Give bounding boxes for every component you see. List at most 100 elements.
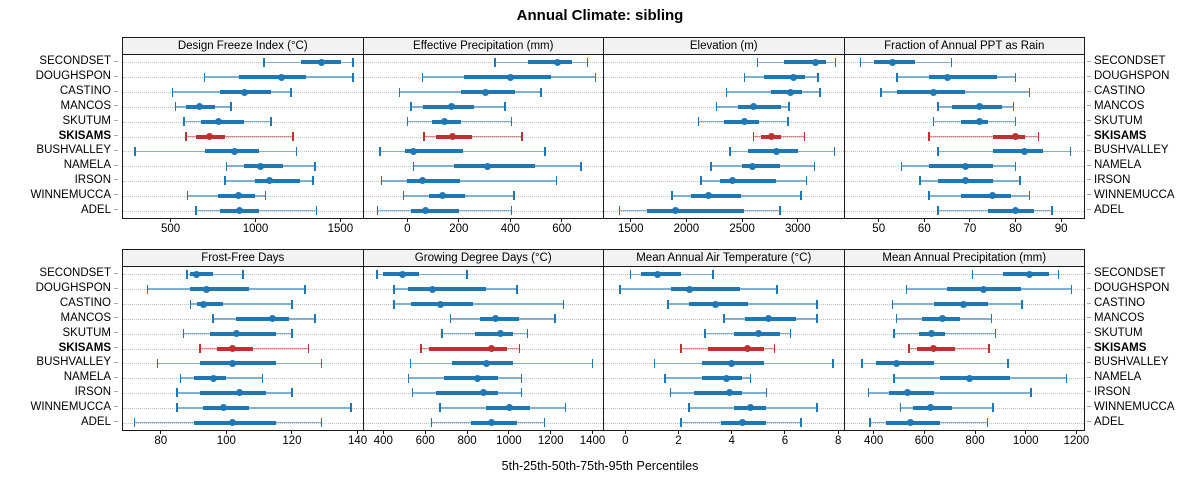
median-dot — [749, 103, 757, 111]
whisker-cap — [669, 388, 672, 398]
median-dot — [206, 133, 214, 140]
row-label-right: SKISAMS — [1094, 129, 1147, 142]
median-dot — [506, 73, 514, 81]
row-label-right: IRSON — [1094, 385, 1131, 398]
panel-design-freeze-index-c: Design Freeze Index (°C) 500 1000 1500 — [122, 37, 364, 235]
whisker-cap — [261, 373, 264, 383]
plot-area — [604, 55, 844, 218]
axis-tick-label: 600 — [914, 435, 934, 447]
row-tick-mark — [1087, 302, 1091, 304]
row-label-right: SKISAMS — [1094, 341, 1147, 354]
row-label-left: ADEL — [80, 415, 111, 428]
whisker-cap — [189, 299, 191, 309]
median-dot — [438, 192, 446, 200]
whisker-cap — [398, 87, 401, 97]
row-label-left: CASTINO — [59, 297, 111, 310]
whisker-cap — [290, 87, 292, 97]
whisker-5-95 — [928, 135, 1039, 138]
row-tick-mark — [1087, 75, 1091, 77]
bar-25-75 — [196, 302, 224, 307]
median-dot — [748, 162, 756, 170]
median-dot — [554, 58, 562, 66]
whisker-cap — [518, 344, 521, 353]
whisker-cap — [423, 132, 425, 141]
whisker-cap — [937, 146, 939, 156]
whisker-cap — [899, 403, 901, 413]
whisker-5-95 — [177, 407, 351, 409]
axis-tick-label: 1000 — [496, 435, 522, 447]
median-dot — [473, 374, 481, 382]
plot-area — [363, 55, 603, 218]
whisker-cap — [895, 314, 898, 324]
bar-25-75 — [528, 60, 573, 65]
row-tick-mark — [1087, 317, 1091, 319]
median-dot — [725, 389, 733, 397]
bar-25-75 — [939, 376, 1011, 381]
row-label-right: SECONDSET — [1094, 267, 1166, 280]
row-label-left: SKUTUM — [62, 326, 111, 339]
median-dot — [975, 103, 983, 111]
median-dot — [487, 419, 495, 427]
panel-band-top: SECONDSET DOUGHSPON CASTINO MANCOS SKUTUM SKI… — [0, 37, 1200, 240]
row-tick-mark — [1087, 164, 1091, 166]
whisker-cap — [540, 87, 542, 97]
grid-line — [363, 274, 603, 276]
whisker-5-95 — [190, 303, 292, 305]
axis-tick-label: 2500 — [729, 223, 755, 235]
median-dot — [482, 88, 490, 96]
whisker-cap — [304, 284, 306, 294]
whisker-cap — [1070, 284, 1073, 294]
median-dot — [754, 330, 762, 338]
median-dot — [229, 419, 237, 427]
whisker-cap — [554, 314, 556, 324]
axis-tick-label: 1000 — [1012, 435, 1039, 447]
median-dot — [483, 359, 491, 367]
panel-title: Mean Annual Precipitation (mm) — [844, 250, 1084, 267]
axis-tick-mark — [923, 218, 925, 222]
whisker-cap — [867, 388, 870, 398]
whisker-cap — [671, 191, 673, 201]
whisker-cap — [352, 57, 354, 67]
whisker-cap — [526, 329, 529, 339]
bar-25-75 — [988, 208, 1034, 213]
bar-25-75 — [719, 178, 776, 183]
median-dot — [257, 162, 265, 170]
whisker-cap — [520, 388, 523, 398]
row-tick-mark — [1087, 120, 1091, 122]
bar-25-75 — [928, 164, 993, 169]
whisker-cap — [994, 329, 997, 339]
grid-line — [604, 77, 844, 79]
row-label-left: SECONDSET — [39, 267, 111, 280]
median-dot — [447, 103, 455, 111]
bar-25-75 — [992, 134, 1025, 139]
whisker-cap — [834, 57, 837, 67]
axis-tick-label: 6 — [781, 435, 789, 447]
whisker-cap — [725, 87, 728, 97]
axis-tick-label: 60 — [917, 223, 931, 235]
whisker-cap — [179, 373, 182, 383]
whisker-cap — [715, 102, 718, 112]
median-dot — [215, 118, 223, 126]
axis-tick-mark — [873, 430, 875, 434]
median-dot — [929, 345, 937, 352]
bar-25-75 — [200, 390, 266, 395]
whisker-cap — [176, 388, 178, 398]
chart-title: Annual Climate: sibling — [516, 7, 684, 24]
axis-tick-label: 70 — [963, 223, 977, 235]
row-label-left: MANCOS — [60, 311, 111, 324]
whisker-cap — [908, 344, 910, 353]
axis-tick-label: 2 — [675, 435, 682, 447]
grid-line — [604, 274, 844, 276]
panel-title: Mean Annual Air Temperature (°C) — [604, 250, 844, 267]
row-label-left: SKUTUM — [62, 114, 111, 127]
median-dot — [960, 300, 968, 308]
grid-line — [604, 136, 844, 138]
bar-25-75 — [411, 208, 459, 213]
median-dot — [268, 315, 276, 323]
whisker-cap — [320, 358, 323, 368]
whisker-cap — [420, 344, 422, 353]
whisker-cap — [667, 299, 669, 309]
bar-25-75 — [255, 178, 300, 183]
whisker-cap — [1065, 373, 1067, 383]
axis-tick-label: 80 — [1009, 223, 1022, 235]
